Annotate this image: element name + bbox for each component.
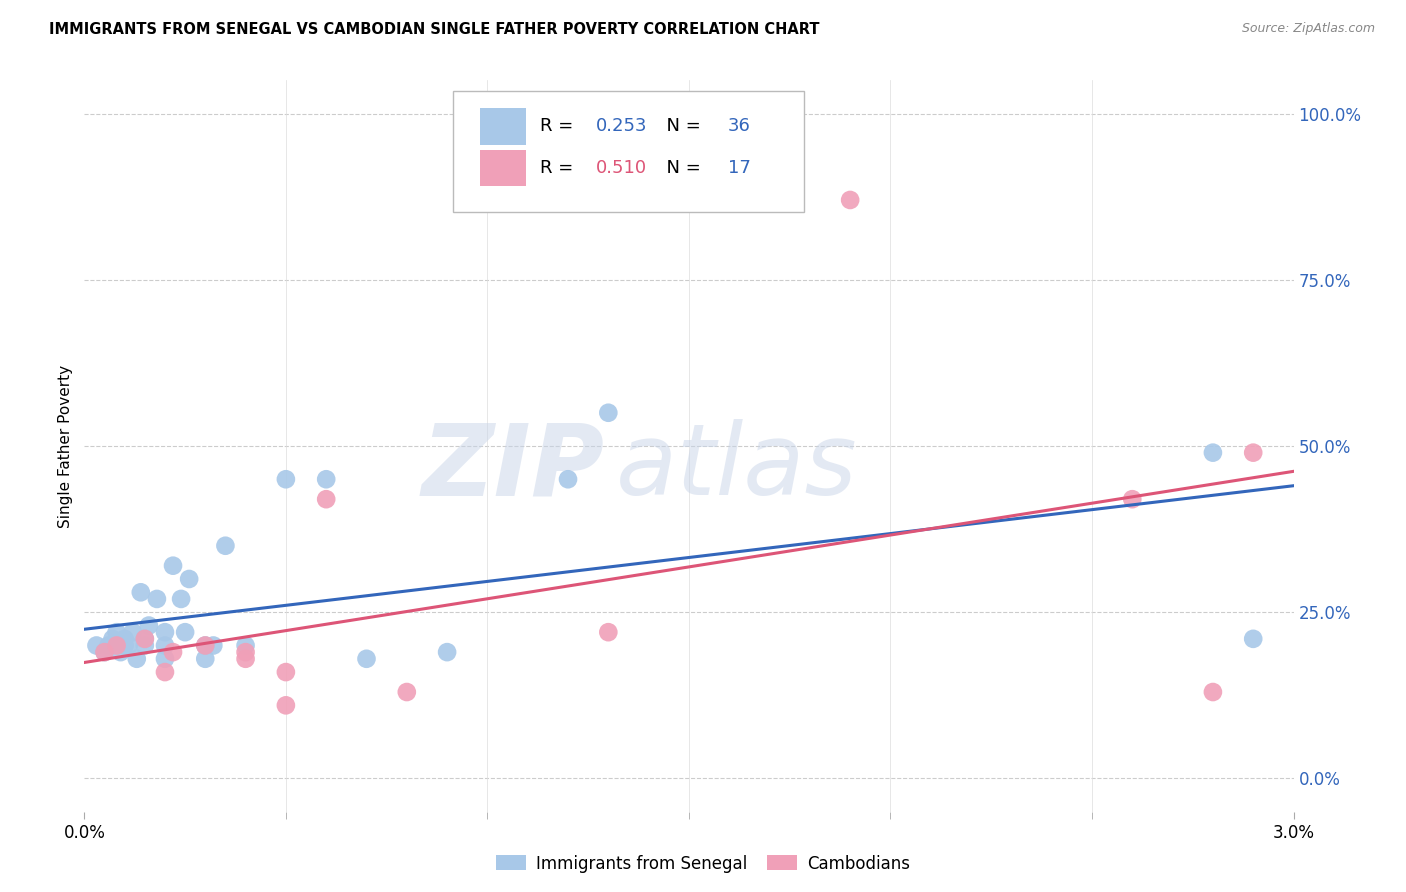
Point [93, 645, 115, 659]
Point [101, 632, 124, 646]
Point [214, 539, 236, 553]
Text: 0.510: 0.510 [596, 159, 647, 177]
Point [110, 645, 132, 659]
Point [194, 639, 217, 653]
Text: atlas: atlas [616, 419, 858, 516]
Point [356, 652, 378, 666]
Point [93, 645, 115, 659]
Point [162, 645, 184, 659]
Point [274, 698, 297, 713]
FancyBboxPatch shape [479, 108, 526, 145]
Point [153, 625, 176, 640]
Y-axis label: Single Father Poverty: Single Father Poverty [58, 365, 73, 527]
Text: 36: 36 [728, 118, 751, 136]
Point [202, 639, 225, 653]
Point [395, 685, 418, 699]
Point [129, 585, 152, 599]
Point [114, 639, 136, 653]
Text: IMMIGRANTS FROM SENEGAL VS CAMBODIAN SINGLE FATHER POVERTY CORRELATION CHART: IMMIGRANTS FROM SENEGAL VS CAMBODIAN SIN… [49, 22, 820, 37]
Point [235, 652, 257, 666]
Point [1121, 492, 1143, 507]
Point [179, 572, 201, 586]
Point [235, 645, 257, 659]
Point [170, 591, 193, 606]
Point [134, 632, 156, 646]
Point [557, 472, 579, 486]
Point [153, 652, 176, 666]
Point [134, 639, 156, 653]
Point [598, 625, 620, 640]
Point [315, 492, 337, 507]
Point [1241, 632, 1264, 646]
Text: R =: R = [540, 159, 579, 177]
Point [138, 618, 160, 632]
Point [315, 472, 337, 486]
Point [146, 591, 169, 606]
FancyBboxPatch shape [479, 150, 526, 186]
Point [134, 632, 156, 646]
Point [105, 639, 128, 653]
Point [162, 558, 184, 573]
Point [274, 472, 297, 486]
Point [839, 193, 862, 207]
Point [118, 639, 141, 653]
Point [125, 652, 148, 666]
Point [121, 625, 143, 640]
Point [1241, 445, 1264, 459]
Point [174, 625, 197, 640]
Legend: Immigrants from Senegal, Cambodians: Immigrants from Senegal, Cambodians [489, 848, 917, 880]
Point [153, 665, 176, 679]
FancyBboxPatch shape [453, 91, 804, 212]
Text: 17: 17 [728, 159, 751, 177]
Text: N =: N = [655, 159, 707, 177]
Point [1202, 685, 1225, 699]
Point [153, 639, 176, 653]
Point [598, 406, 620, 420]
Text: 0.253: 0.253 [596, 118, 647, 136]
Text: Source: ZipAtlas.com: Source: ZipAtlas.com [1241, 22, 1375, 36]
Text: N =: N = [655, 118, 707, 136]
Text: ZIP: ZIP [422, 419, 605, 516]
Point [86, 639, 108, 653]
Point [1202, 445, 1225, 459]
Point [436, 645, 458, 659]
Point [235, 639, 257, 653]
Point [105, 625, 128, 640]
Text: R =: R = [540, 118, 579, 136]
Point [194, 652, 217, 666]
Point [194, 639, 217, 653]
Point [97, 639, 120, 653]
Point [274, 665, 297, 679]
Point [114, 632, 136, 646]
